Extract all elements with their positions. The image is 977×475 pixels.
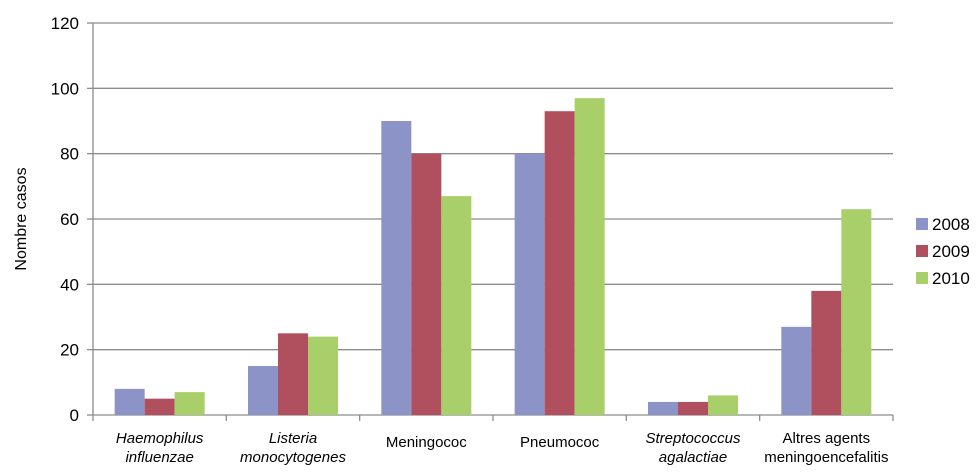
bar-2008-cat-2 bbox=[381, 121, 412, 415]
legend-swatch-2010 bbox=[916, 272, 928, 284]
y-tick-label-40: 40 bbox=[60, 275, 79, 294]
y-tick-label-80: 80 bbox=[60, 145, 79, 164]
x-category-label-line: Listeria bbox=[269, 430, 317, 447]
bar-2010-cat-0 bbox=[174, 392, 205, 415]
x-category-label-line: Haemophilus bbox=[116, 430, 204, 447]
bar-2009-cat-3 bbox=[544, 111, 575, 415]
bar-2008-cat-5 bbox=[781, 326, 812, 415]
x-category-label-line: Altres agents bbox=[783, 430, 871, 447]
x-category-label-line: influenzae bbox=[125, 449, 193, 466]
x-category-label-line: meningoencefalitis bbox=[764, 449, 888, 466]
x-category-label-line: Pneumococ bbox=[520, 434, 600, 451]
bar-2009-cat-0 bbox=[144, 398, 175, 415]
bar-2010-cat-3 bbox=[574, 98, 605, 415]
x-category-label-line: Meningococ bbox=[386, 434, 467, 451]
x-category-label-3: Pneumococ bbox=[520, 434, 600, 451]
x-category-label-line: Streptococcus bbox=[645, 430, 741, 447]
y-tick-label-20: 20 bbox=[60, 341, 79, 360]
x-category-label-1: Listeria monocytogenes bbox=[240, 430, 346, 466]
legend-label-2010: 2010 bbox=[932, 269, 970, 288]
y-tick-label-100: 100 bbox=[51, 79, 79, 98]
x-category-label-line: agalactiae bbox=[659, 449, 727, 466]
bar-2010-cat-4 bbox=[708, 395, 738, 415]
x-category-label-0: Haemophilus influenzae bbox=[116, 430, 204, 466]
bar-2010-cat-2 bbox=[441, 196, 472, 415]
legend-label-2009: 2009 bbox=[932, 242, 970, 261]
bar-2009-cat-1 bbox=[278, 333, 308, 415]
x-category-label-4: Streptococcus agalactiae bbox=[645, 430, 741, 466]
bar-2009-cat-4 bbox=[678, 401, 708, 415]
legend-swatch-2008 bbox=[916, 218, 928, 230]
y-tick-label-60: 60 bbox=[60, 210, 79, 229]
bar-2010-cat-5 bbox=[841, 209, 872, 415]
bar-2009-cat-2 bbox=[411, 153, 442, 415]
x-category-label-2: Meningococ bbox=[386, 434, 467, 451]
bar-2009-cat-5 bbox=[811, 290, 842, 415]
legend-swatch-2009 bbox=[916, 245, 928, 257]
bar-2010-cat-1 bbox=[308, 336, 338, 415]
bar-2008-cat-4 bbox=[648, 401, 678, 415]
y-tick-label-0: 0 bbox=[70, 406, 79, 425]
x-category-label-line: monocytogenes bbox=[240, 449, 346, 466]
bar-2008-cat-3 bbox=[514, 153, 545, 415]
bar-2008-cat-0 bbox=[114, 388, 145, 415]
bar-2008-cat-1 bbox=[248, 366, 278, 415]
x-category-label-5: Altres agents meningoencefalitis bbox=[764, 430, 888, 466]
legend-label-2008: 2008 bbox=[932, 215, 970, 234]
y-axis-title: Nombre casos bbox=[13, 167, 30, 270]
y-tick-label-120: 120 bbox=[51, 14, 79, 33]
